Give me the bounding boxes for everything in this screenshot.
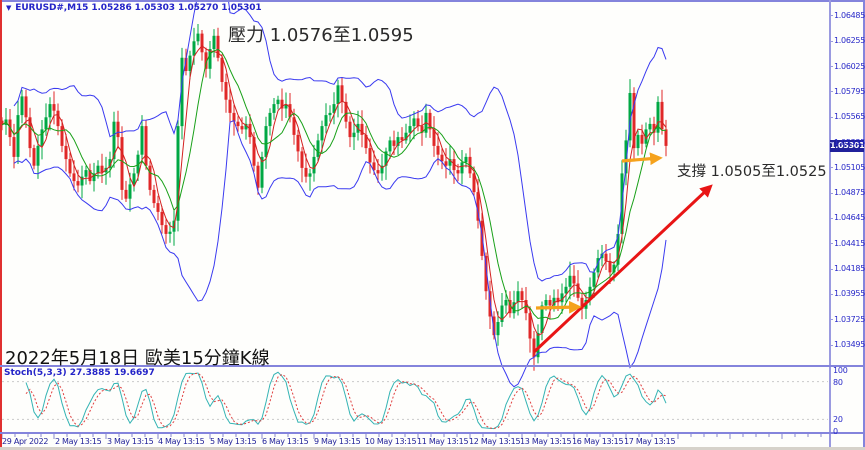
price-tick-label: 1.03955 [834, 289, 865, 298]
price-tick [829, 243, 833, 244]
price-tick-label: 1.03725 [834, 315, 865, 324]
price-tick [829, 269, 833, 270]
window-top-border [0, 0, 865, 2]
time-tick-label: 3 May 13:15 [107, 437, 154, 446]
time-tick-label: 16 May 13:15 [572, 437, 624, 446]
price-tick-label: 1.04415 [834, 239, 865, 248]
time-tick-label: 2 May 13:15 [55, 437, 102, 446]
stoch-scale-label: 80 [833, 378, 843, 387]
current-price-label: 1.05301 [830, 140, 865, 152]
price-tick-label: 1.04875 [834, 188, 865, 197]
price-tick-label: 1.05795 [834, 87, 865, 96]
hint-arrow-upper[interactable] [621, 152, 663, 166]
time-tick-label: 13 May 13:15 [520, 437, 572, 446]
hint-arrow-lower[interactable] [535, 300, 582, 314]
price-tick [829, 345, 833, 346]
price-tick-label: 1.06485 [834, 11, 865, 20]
time-tick-label: 6 May 13:15 [262, 437, 309, 446]
window-right-border [863, 0, 865, 447]
date-annotation[interactable]: 2022年5月18日 歐美15分鐘K線 [5, 348, 270, 369]
time-tick-label: 9 May 13:15 [314, 437, 361, 446]
window-left-edge [0, 0, 2, 450]
price-tick [829, 15, 833, 16]
ohlc-header: ▼ EURUSD#,M15 1.05286 1.05303 1.05270 1.0… [6, 3, 262, 13]
price-tick [829, 294, 833, 295]
main-stoch-divider[interactable] [0, 365, 863, 367]
symbol-ohlc-text: EURUSD#,M15 1.05286 1.05303 1.05270 1.05… [15, 3, 262, 13]
symbol-dropdown-icon[interactable]: ▼ [6, 4, 12, 12]
stoch-scale-label: 20 [833, 415, 843, 424]
price-tick [829, 117, 833, 118]
support-annotation[interactable]: 支撐 1.0505至1.0525 [677, 164, 827, 180]
stoch-timeaxis-divider [0, 432, 863, 434]
price-tick [829, 218, 833, 219]
bottom-strip [0, 447, 865, 450]
price-tick-label: 1.05335 [834, 138, 865, 147]
price-tick [829, 319, 833, 320]
price-tick-label: 1.04185 [834, 264, 865, 273]
price-tick [829, 167, 833, 168]
stoch-scale-label: 0 [833, 427, 838, 436]
time-tick-label: 17 May 13:15 [624, 437, 676, 446]
price-tick [829, 41, 833, 42]
time-tick-label: 11 May 13:15 [417, 437, 469, 446]
price-tick [829, 193, 833, 194]
support-trend-arrow[interactable] [532, 184, 713, 354]
price-tick-label: 1.05565 [834, 112, 865, 121]
time-tick-label: 29 Apr 2022 [2, 437, 49, 446]
time-tick-label: 4 May 13:15 [158, 437, 205, 446]
price-tick-label: 1.06025 [834, 62, 865, 71]
stoch-indicator-label: Stoch(5,3,3) 27.3885 19.6697 [4, 368, 155, 378]
price-tick [829, 91, 833, 92]
price-tick-label: 1.04645 [834, 213, 865, 222]
price-axis-separator [829, 0, 831, 447]
time-tick-label: 12 May 13:15 [469, 437, 521, 446]
price-tick [829, 66, 833, 67]
time-tick-label: 10 May 13:15 [365, 437, 417, 446]
price-tick [829, 142, 833, 143]
stoch-scale-label: 100 [833, 366, 848, 375]
time-tick-label: 5 May 13:15 [210, 437, 257, 446]
price-tick-label: 1.03495 [834, 340, 865, 349]
resistance-annotation[interactable]: 壓力 1.0576至1.0595 [228, 25, 414, 46]
price-tick-label: 1.05105 [834, 163, 865, 172]
price-tick-label: 1.06255 [834, 36, 865, 45]
